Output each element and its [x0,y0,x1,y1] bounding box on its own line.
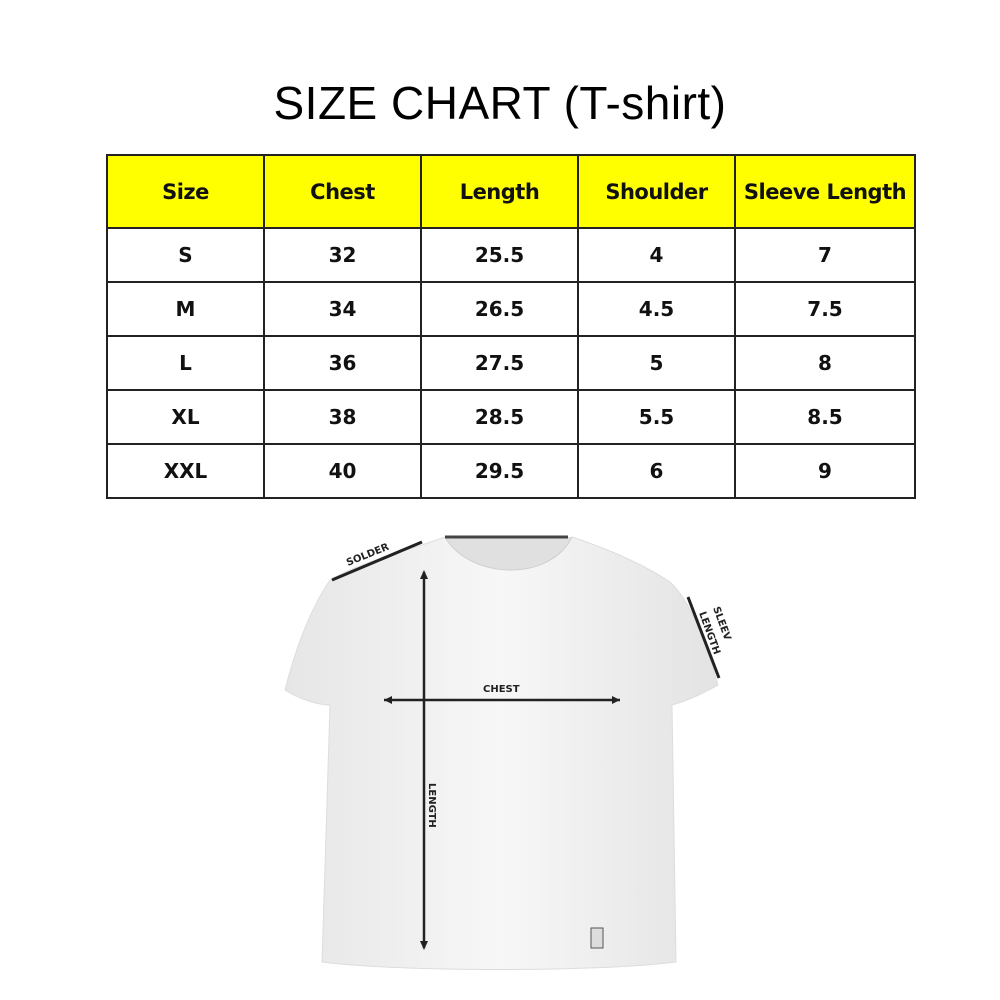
table-cell: 7 [734,227,916,283]
table-cell: M [106,281,265,337]
table-cell: 8.5 [734,389,916,445]
shoulder-measure-line [331,540,423,582]
table-cell: 40 [263,443,422,499]
column-header: Length [420,154,579,229]
table-cell: 38 [263,389,422,445]
table-row: XXL 40 29.5 6 9 [106,443,916,499]
table-cell: 6 [577,443,736,499]
column-header: Sleeve Length [734,154,916,229]
table-header: Size Chest Length Shoulder Sleeve Length [106,154,916,229]
table-row: S 32 25.5 4 7 [106,227,916,283]
table-cell: 28.5 [420,389,579,445]
table-cell: 27.5 [420,335,579,391]
table-cell: 29.5 [420,443,579,499]
table-cell: 26.5 [420,281,579,337]
table-row: M 34 26.5 4.5 7.5 [106,281,916,337]
table-cell: 36 [263,335,422,391]
chart-title: SIZE CHART (T-shirt) [273,77,727,129]
table-cell: 4 [577,227,736,283]
table-cell: 32 [263,227,422,283]
column-header: Shoulder [577,154,736,229]
table-cell: 8 [734,335,916,391]
table-cell: XXL [106,443,265,499]
length-label: LENGTH [426,783,437,828]
sleeve-measure-line [686,596,721,679]
neckline [444,536,573,571]
tag-logo [590,927,604,949]
column-header: Size [106,154,265,229]
table-cell: 5.5 [577,389,736,445]
table-cell: 9 [734,443,916,499]
size-table: Size Chest Length Shoulder Sleeve Length S 32… [106,154,916,499]
table-cell: 25.5 [420,227,579,283]
table-cell: S [106,227,265,283]
table-cell: XL [106,389,265,445]
chest-label: CHEST [483,684,520,695]
table-cell: L [106,335,265,391]
column-header: Chest [263,154,422,229]
table-cell: 7.5 [734,281,916,337]
table-cell: 4.5 [577,281,736,337]
table-row: XL 38 28.5 5.5 8.5 [106,389,916,445]
tshirt-shape [284,536,719,970]
table-row: L 36 27.5 5 8 [106,335,916,391]
table-cell: 34 [263,281,422,337]
tshirt-diagram: SOLDER SLEEV LENGTH CHEST LENGTH [284,535,733,970]
table-cell: 5 [577,335,736,391]
